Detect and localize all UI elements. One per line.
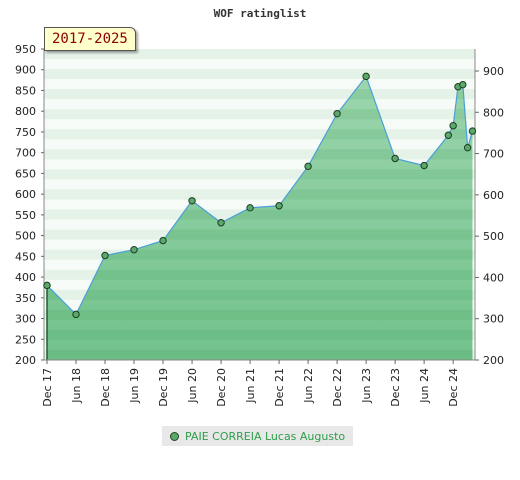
axis-layer: 950 900 850 800 750 700 650 600 550 500 450 400 350 3…	[15, 43, 504, 407]
x-tick-label: Dec 22	[331, 368, 344, 407]
x-tick-label: Dec 18	[99, 368, 112, 407]
left-tick-label: 850	[15, 84, 36, 97]
area-band	[47, 269, 473, 280]
left-tick-label: 800	[15, 105, 36, 118]
area-band	[47, 309, 473, 320]
left-tick-label: 600	[15, 188, 36, 201]
left-tick-label: 650	[15, 167, 36, 180]
grid-band	[44, 49, 475, 60]
x-tick-label: Jun 22	[302, 368, 315, 404]
x-tick-label: Jun 19	[128, 368, 141, 404]
grid-band	[44, 79, 475, 90]
grid-band	[44, 199, 475, 211]
data-point[interactable]	[101, 251, 109, 260]
series-line	[46, 75, 474, 316]
data-point[interactable]	[217, 219, 225, 227]
x-tick-label: Jun 24	[418, 368, 431, 404]
area-band	[47, 329, 473, 340]
data-point[interactable]	[459, 80, 467, 89]
data-point[interactable]	[333, 109, 341, 118]
left-tick-label: 900	[15, 64, 36, 77]
x-tick-label: Jun 21	[244, 368, 257, 404]
area-band	[47, 209, 473, 220]
data-point[interactable]	[444, 131, 453, 139]
grid-band	[44, 129, 475, 140]
grid-band	[44, 139, 475, 150]
area-band	[47, 289, 473, 300]
data-point[interactable]	[391, 154, 399, 163]
x-tick-label: Dec 23	[389, 368, 402, 407]
left-tick-label: 250	[15, 333, 36, 346]
data-point[interactable]	[246, 204, 254, 212]
right-tick-label: 900	[483, 65, 504, 78]
right-tick-label: 700	[483, 148, 504, 161]
points-layer	[43, 72, 477, 319]
left-tick-label: 550	[15, 209, 36, 222]
grid-band	[44, 119, 475, 130]
x-tick-label: Jun 20	[186, 368, 199, 404]
left-tick-label: 200	[15, 354, 36, 367]
x-tick-label: Dec 20	[215, 368, 228, 407]
area-band	[47, 349, 473, 360]
data-point[interactable]	[463, 143, 472, 152]
right-tick-label: 600	[483, 189, 504, 202]
chart-title: WOF ratinglist	[214, 7, 307, 20]
data-point[interactable]	[420, 161, 428, 170]
grid-band	[44, 99, 475, 110]
data-point[interactable]	[449, 122, 457, 130]
data-point[interactable]	[72, 310, 80, 319]
left-tick-label: 500	[15, 230, 36, 243]
period-badge: 2017-2025	[44, 27, 136, 51]
right-tick-label: 300	[483, 313, 504, 326]
left-tick-label: 350	[15, 292, 36, 305]
x-tick-label: Dec 17	[41, 368, 54, 407]
x-tick-label: Dec 24	[447, 368, 460, 407]
x-tick-label: Jun 23	[360, 368, 373, 404]
left-tick-label: 400	[15, 271, 36, 284]
x-tick-label: Dec 21	[273, 368, 286, 407]
area-band	[47, 249, 473, 260]
right-tick-label: 400	[483, 271, 504, 284]
right-tick-label: 200	[483, 354, 504, 367]
data-point[interactable]	[159, 236, 167, 245]
grid-band	[44, 179, 475, 190]
data-point[interactable]	[43, 281, 51, 290]
x-tick-label: Jun 18	[70, 368, 83, 404]
left-tick-label: 750	[15, 126, 36, 139]
series-area	[47, 76, 473, 361]
legend-marker-icon	[170, 431, 179, 441]
data-point[interactable]	[304, 162, 312, 171]
grid-band	[44, 159, 475, 170]
grid-band	[44, 169, 475, 180]
legend-label: PAIE CORREIA Lucas Augusto	[185, 429, 346, 443]
area-band	[47, 229, 473, 240]
data-point[interactable]	[468, 127, 477, 135]
grid-band	[44, 59, 475, 70]
grid-band	[44, 69, 475, 80]
data-point[interactable]	[130, 245, 138, 254]
right-tick-label: 800	[483, 106, 504, 119]
grid-band	[44, 149, 475, 160]
grid-band	[44, 109, 475, 120]
x-tick-label: Dec 19	[157, 368, 170, 407]
left-tick-label: 700	[15, 147, 36, 160]
left-tick-label: 450	[15, 250, 36, 263]
left-tick-label: 950	[15, 43, 36, 56]
left-tick-label: 300	[15, 313, 36, 326]
grid-band	[44, 89, 475, 100]
grid-band	[44, 189, 475, 200]
legend[interactable]: PAIE CORREIA Lucas Augusto	[162, 426, 354, 446]
right-tick-label: 500	[483, 230, 504, 243]
data-point[interactable]	[362, 72, 370, 81]
data-point[interactable]	[275, 202, 283, 210]
data-point[interactable]	[188, 197, 196, 205]
